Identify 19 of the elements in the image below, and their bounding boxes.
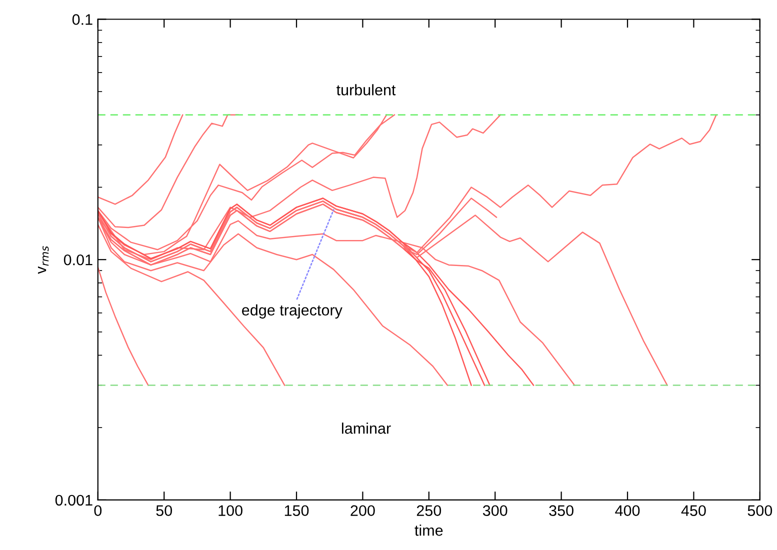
- x-tick-label: 450: [681, 505, 706, 516]
- y-tick-label: 0.001: [55, 494, 92, 506]
- x-tick-label: 0: [94, 505, 102, 516]
- y-axis-title: v$_{rms}$: [38, 246, 49, 274]
- x-tick-label: 400: [615, 505, 640, 516]
- annotation: edge trajectory: [242, 304, 342, 319]
- x-tick-label: 200: [350, 505, 375, 516]
- y-tick-label: 0.1: [72, 14, 92, 25]
- x-tick-label: 150: [284, 505, 309, 516]
- annotation: laminar: [342, 422, 391, 434]
- y-tick-label: 0.01: [64, 254, 92, 266]
- x-tick-label: 250: [416, 505, 442, 516]
- x-axis-title: time: [414, 524, 443, 536]
- x-tick-label: 500: [748, 505, 772, 516]
- x-tick-label: 50: [156, 505, 172, 516]
- annotation: turbulent: [336, 84, 396, 96]
- x-tick-label: 300: [482, 505, 508, 516]
- x-tick-label: 100: [218, 505, 242, 516]
- x-tick-label: 350: [549, 505, 574, 516]
